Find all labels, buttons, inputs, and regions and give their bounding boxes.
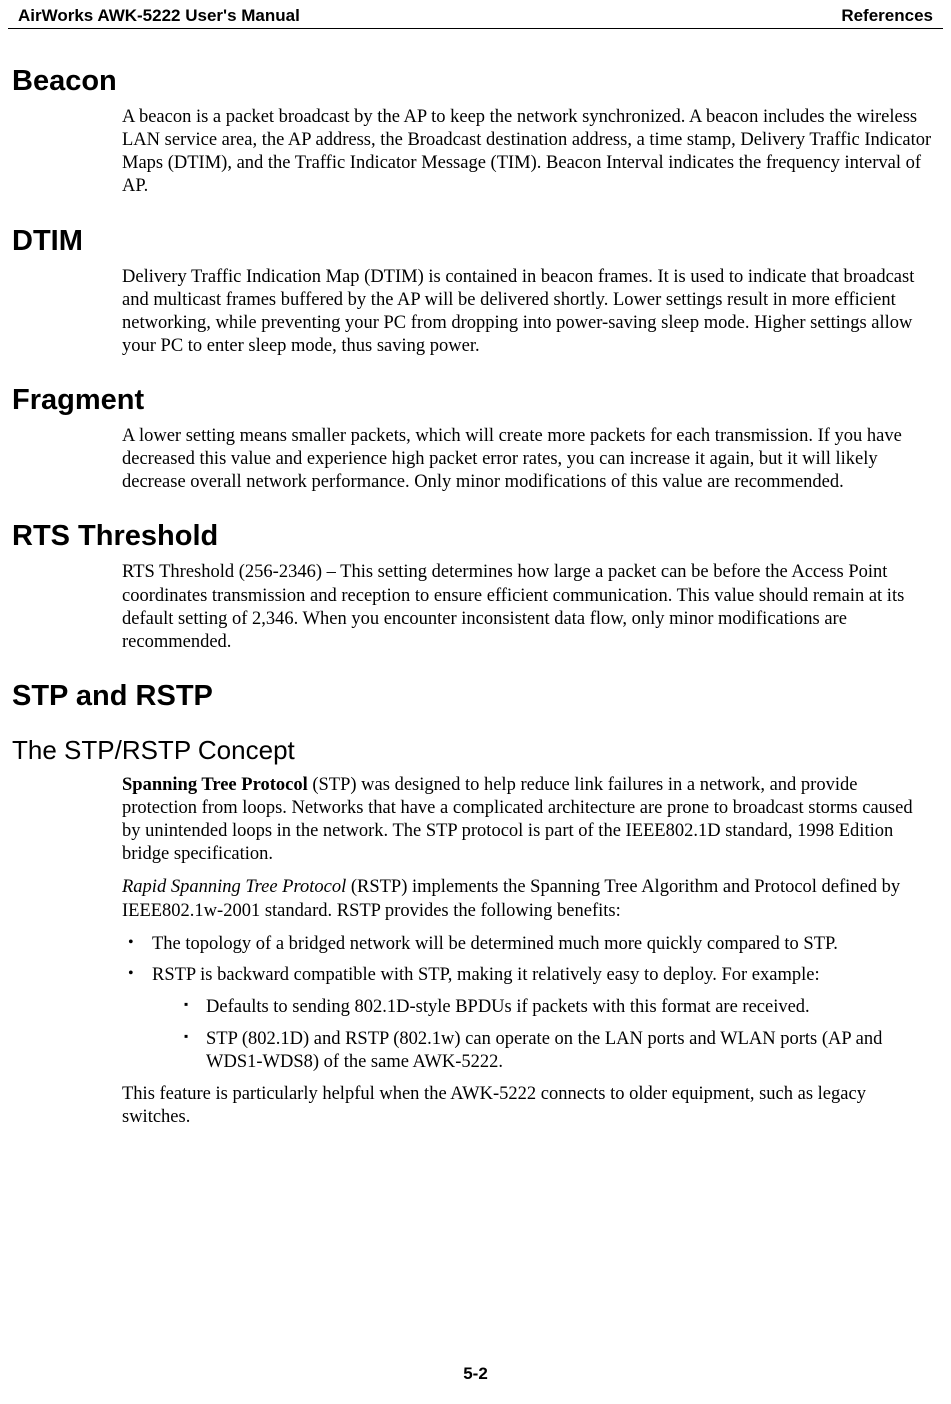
header-right: References [841, 6, 933, 26]
paragraph: A lower setting means smaller packets, w… [122, 425, 935, 494]
heading-rts: RTS Threshold [12, 520, 939, 553]
bullet-list: The topology of a bridged network will b… [122, 933, 935, 1075]
sub-bullet-list: Defaults to sending 802.1D-style BPDUs i… [180, 996, 935, 1075]
body-stp: Spanning Tree Protocol (STP) was designe… [122, 774, 935, 1129]
paragraph: This feature is particularly helpful whe… [122, 1083, 935, 1129]
body-dtim: Delivery Traffic Indication Map (DTIM) i… [122, 266, 935, 359]
paragraph: A beacon is a packet broadcast by the AP… [122, 106, 935, 199]
page: AirWorks AWK-5222 User's Manual Referenc… [0, 0, 951, 1404]
paragraph: Spanning Tree Protocol (STP) was designe… [122, 774, 935, 867]
paragraph: RTS Threshold (256-2346) – This setting … [122, 561, 935, 654]
page-footer: 5-2 [0, 1364, 951, 1384]
body-fragment: A lower setting means smaller packets, w… [122, 425, 935, 494]
page-header: AirWorks AWK-5222 User's Manual Referenc… [8, 0, 943, 29]
paragraph: Delivery Traffic Indication Map (DTIM) i… [122, 266, 935, 359]
body-beacon: A beacon is a packet broadcast by the AP… [122, 106, 935, 199]
list-item: The topology of a bridged network will b… [122, 933, 935, 957]
paragraph: Rapid Spanning Tree Protocol (RSTP) impl… [122, 876, 935, 922]
list-item: Defaults to sending 802.1D-style BPDUs i… [180, 996, 935, 1020]
subheading-stp-concept: The STP/RSTP Concept [12, 735, 939, 766]
heading-dtim: DTIM [12, 225, 939, 258]
heading-fragment: Fragment [12, 384, 939, 417]
body-rts: RTS Threshold (256-2346) – This setting … [122, 561, 935, 654]
list-item: STP (802.1D) and RSTP (802.1w) can opera… [180, 1028, 935, 1075]
bold-term: Spanning Tree Protocol [122, 775, 308, 795]
list-item: RSTP is backward compatible with STP, ma… [122, 964, 935, 1075]
italic-term: Rapid Spanning Tree Protocol [122, 877, 346, 897]
heading-stp-rstp: STP and RSTP [12, 680, 939, 713]
text: RSTP is backward compatible with STP, ma… [152, 965, 820, 985]
page-content: Beacon A beacon is a packet broadcast by… [0, 29, 951, 1129]
heading-beacon: Beacon [12, 65, 939, 98]
header-left: AirWorks AWK-5222 User's Manual [18, 6, 300, 26]
